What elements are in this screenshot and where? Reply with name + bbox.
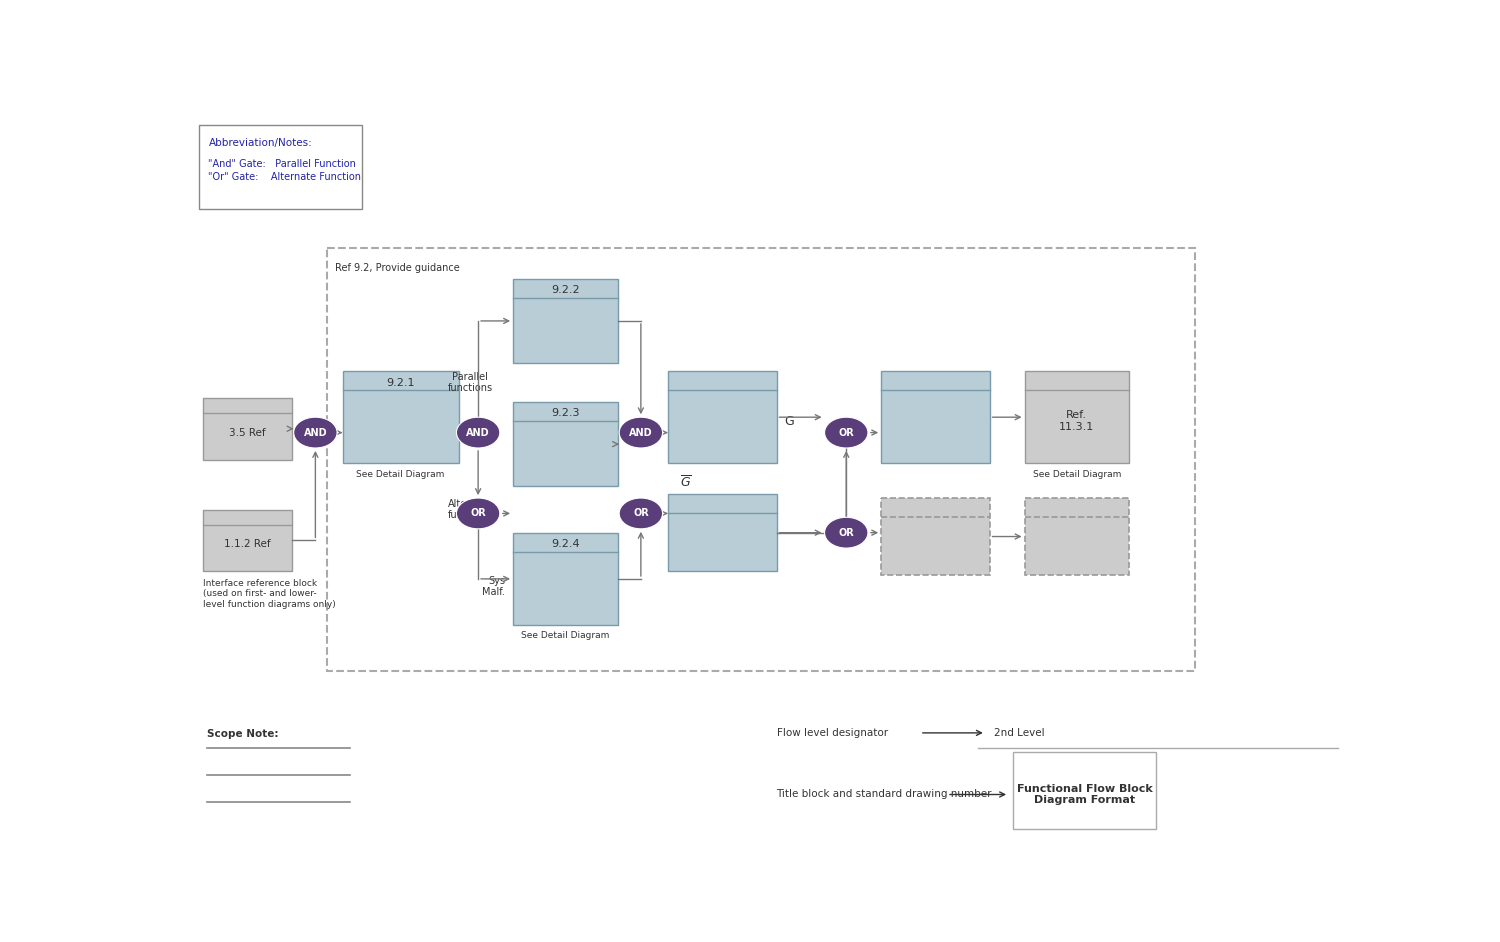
Text: 9.2.3: 9.2.3 <box>550 408 579 418</box>
Text: Parallel
functions: Parallel functions <box>448 372 494 394</box>
Text: Ref 9.2, Provide guidance: Ref 9.2, Provide guidance <box>334 263 459 273</box>
Text: G: G <box>784 414 794 428</box>
Bar <box>200 124 362 209</box>
Text: See Detail Diagram: See Detail Diagram <box>357 469 446 479</box>
Text: "And" Gate:   Parallel Function: "And" Gate: Parallel Function <box>209 159 357 170</box>
Ellipse shape <box>825 417 868 448</box>
Text: Interface reference block
(used on first- and lower-
level function diagrams onl: Interface reference block (used on first… <box>202 579 336 609</box>
Text: OR: OR <box>839 428 854 438</box>
Bar <box>513 279 618 364</box>
Ellipse shape <box>825 517 868 548</box>
Text: Abbreviation/Notes:: Abbreviation/Notes: <box>209 138 312 149</box>
Text: 9.2.4: 9.2.4 <box>550 539 579 549</box>
Bar <box>513 402 618 486</box>
Text: AND: AND <box>303 428 327 438</box>
Text: 9.2.2: 9.2.2 <box>550 285 579 295</box>
Text: 3.5 Ref: 3.5 Ref <box>230 428 266 438</box>
Text: Scope Note:: Scope Note: <box>207 729 279 739</box>
Bar <box>342 371 459 463</box>
Bar <box>668 371 777 463</box>
Ellipse shape <box>456 417 500 448</box>
Text: OR: OR <box>633 509 648 518</box>
Bar <box>880 498 990 575</box>
Text: Alternate
functions: Alternate functions <box>448 499 494 520</box>
Bar <box>1013 752 1156 829</box>
Text: OR: OR <box>839 528 854 538</box>
Text: AND: AND <box>466 428 490 438</box>
Text: 2nd Level: 2nd Level <box>993 728 1044 738</box>
Bar <box>513 532 618 625</box>
Text: 1.1.2 Ref: 1.1.2 Ref <box>225 539 272 549</box>
Ellipse shape <box>456 498 500 528</box>
Bar <box>202 510 292 571</box>
Ellipse shape <box>294 417 338 448</box>
Text: AND: AND <box>628 428 652 438</box>
Bar <box>1024 371 1130 463</box>
Ellipse shape <box>620 417 663 448</box>
Text: Ref.
11.3.1: Ref. 11.3.1 <box>1059 410 1095 431</box>
Text: See Detail Diagram: See Detail Diagram <box>1032 469 1120 479</box>
Text: Functional Flow Block
Diagram Format: Functional Flow Block Diagram Format <box>1017 784 1152 805</box>
Text: "Or" Gate:    Alternate Function: "Or" Gate: Alternate Function <box>209 172 362 183</box>
Bar <box>202 398 292 460</box>
Text: Title block and standard drawing number: Title block and standard drawing number <box>777 789 992 800</box>
Ellipse shape <box>620 498 663 528</box>
Text: See Detail Diagram: See Detail Diagram <box>520 631 609 641</box>
Bar <box>880 371 990 463</box>
Bar <box>668 495 777 571</box>
Text: Flow level designator: Flow level designator <box>777 728 888 738</box>
Text: 9.2.1: 9.2.1 <box>387 378 416 387</box>
Text: OR: OR <box>471 509 486 518</box>
Bar <box>1024 498 1130 575</box>
Text: Sys
Malf.: Sys Malf. <box>483 576 506 597</box>
Text: $\overline{G}$: $\overline{G}$ <box>680 475 692 491</box>
Bar <box>327 248 1196 672</box>
